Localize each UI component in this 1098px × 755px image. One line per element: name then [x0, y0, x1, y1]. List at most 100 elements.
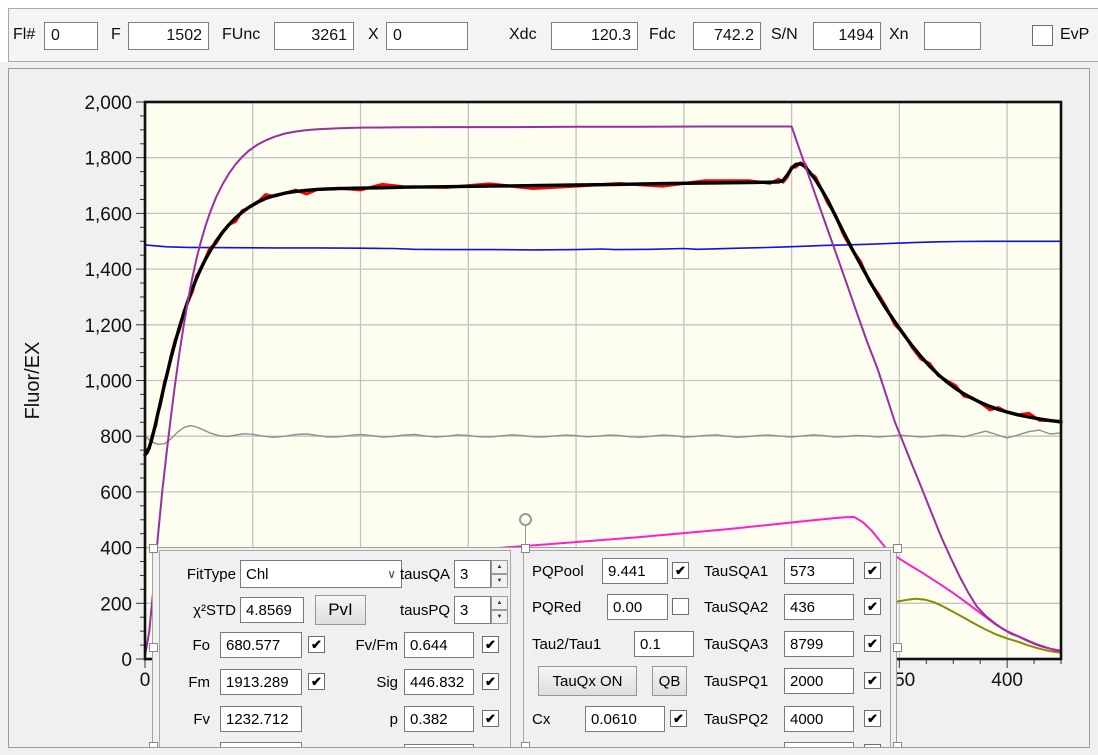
check-icon: ✔: [867, 598, 878, 614]
resize-handle-bottom-center[interactable]: [521, 742, 530, 747]
tausqa2-checkbox[interactable]: ✔: [864, 598, 881, 615]
fo-field[interactable]: 680.577: [220, 632, 302, 658]
resize-handle-middle-left[interactable]: [149, 643, 158, 652]
pqred-label: PQRed: [532, 598, 582, 616]
tauspq2-checkbox[interactable]: ✔: [864, 710, 881, 727]
sig-label: Sig: [376, 673, 398, 691]
tau2tau1-field[interactable]: 0.1: [634, 631, 694, 657]
tauspq2-field[interactable]: 4000: [784, 706, 854, 732]
y-tick-label: 1,200: [84, 316, 132, 337]
tauspq-field[interactable]: 3: [454, 596, 491, 624]
chart-panel: 05010015020025030035040002004006008001,0…: [8, 68, 1090, 748]
tausqa2-field[interactable]: 436: [784, 594, 854, 620]
y-tick-label: 1,400: [84, 260, 132, 281]
sn-field[interactable]: 1494: [813, 22, 881, 50]
pqpool-field[interactable]: 9.441: [602, 558, 668, 584]
pvi-button[interactable]: PvI: [315, 595, 366, 625]
fm-checkbox[interactable]: ✔: [308, 673, 325, 690]
tausqa3-label: TauSQA3: [704, 635, 769, 653]
func-field[interactable]: 3261: [274, 22, 354, 50]
check-icon: ✔: [867, 635, 878, 651]
rotation-handle-icon[interactable]: [519, 513, 532, 526]
fvfm-checkbox[interactable]: ✔: [482, 636, 499, 653]
f-field[interactable]: 1502: [128, 22, 209, 50]
tausqa-spin-down[interactable]: ▼: [491, 574, 508, 588]
pqred-field[interactable]: 0.00: [607, 594, 668, 620]
x-tick-label: 0: [140, 670, 151, 691]
tauspq-spin-down[interactable]: ▼: [491, 610, 508, 624]
tauspq-spin-up[interactable]: ▲: [491, 596, 508, 610]
fdc-field[interactable]: 742.2: [693, 22, 761, 50]
pqred-checkbox[interactable]: [672, 598, 689, 615]
clipped-field[interactable]: [404, 744, 474, 747]
pqpool-label: PQPool: [532, 562, 584, 580]
tausqa1-field[interactable]: 573: [784, 558, 854, 584]
tausqa-spin-up[interactable]: ▲: [491, 560, 508, 574]
pqpool-checkbox[interactable]: ✔: [672, 562, 689, 579]
resize-handle-bottom-right[interactable]: [893, 742, 902, 747]
y-tick-label: 800: [100, 427, 132, 448]
chi2-std-label: χ²STD: [193, 601, 236, 619]
xn-field[interactable]: [924, 22, 981, 50]
evp-checkbox[interactable]: [1032, 25, 1053, 46]
fo-checkbox[interactable]: ✔: [308, 636, 325, 653]
p-checkbox[interactable]: ✔: [482, 710, 499, 727]
fvfm-field[interactable]: 0.644: [404, 632, 474, 658]
tauspq1-checkbox[interactable]: ✔: [864, 672, 881, 689]
check-icon: ✔: [485, 710, 496, 726]
tausqa3-checkbox[interactable]: ✔: [864, 635, 881, 652]
check-icon: ✔: [485, 673, 496, 689]
check-icon: ✔: [311, 673, 322, 689]
check-icon: ✔: [311, 636, 322, 652]
x-label: X: [368, 26, 379, 43]
y-tick-label: 1,800: [84, 149, 132, 170]
fv-field[interactable]: 1232.712: [220, 706, 302, 732]
clipped-field[interactable]: [784, 742, 854, 747]
cx-checkbox[interactable]: ✔: [670, 710, 687, 727]
f-label: F: [111, 26, 121, 43]
xdc-field[interactable]: 120.3: [551, 22, 638, 50]
rotation-handle-stem: [525, 526, 526, 544]
p-field[interactable]: 0.382: [404, 706, 474, 732]
fit-group-left: FitType Chl ∨ tausQA 3 ▲ ▼ χ²STD 4.8569 …: [159, 550, 511, 747]
fit-parameters-panel[interactable]: FitType Chl ∨ tausQA 3 ▲ ▼ χ²STD 4.8569 …: [149, 513, 902, 747]
resize-handle-middle-right[interactable]: [893, 643, 902, 652]
chi2-std-field[interactable]: 4.8569: [240, 597, 304, 623]
x-field[interactable]: 0: [386, 22, 468, 50]
fvfm-label: Fv/Fm: [355, 636, 399, 654]
tausqa1-label: TauSQA1: [704, 562, 769, 580]
qb-button[interactable]: QB: [652, 666, 687, 696]
tauspq1-field[interactable]: 2000: [784, 668, 854, 694]
check-icon: ✔: [485, 636, 496, 652]
tausqa3-field[interactable]: 8799: [784, 631, 854, 657]
xn-label: Xn: [889, 26, 909, 43]
resize-handle-bottom-left[interactable]: [149, 742, 158, 747]
sig-field[interactable]: 446.832: [404, 669, 474, 695]
cx-label: Cx: [532, 710, 551, 728]
tausqa-field[interactable]: 3: [454, 560, 491, 588]
fittype-label: FitType: [186, 565, 236, 583]
clipped-field[interactable]: [220, 742, 302, 747]
fm-label: Fm: [188, 673, 210, 691]
fl-number-field[interactable]: 0: [44, 22, 98, 50]
resize-handle-top-left[interactable]: [149, 544, 158, 553]
y-tick-label: 1,000: [84, 372, 132, 393]
y-tick-label: 0: [121, 650, 132, 671]
fittype-value: Chl: [246, 565, 269, 583]
tauspq-label: tausPQ: [399, 601, 450, 619]
tau2tau1-label: Tau2/Tau1: [532, 635, 602, 653]
fittype-dropdown[interactable]: Chl ∨: [240, 560, 402, 588]
resize-handle-top-right[interactable]: [893, 544, 902, 553]
fm-field[interactable]: 1913.289: [220, 669, 302, 695]
cx-field[interactable]: 0.0610: [585, 706, 665, 732]
tausqa1-checkbox[interactable]: ✔: [864, 562, 881, 579]
spin-down-icon: ▼: [496, 578, 503, 584]
y-tick-label: 600: [100, 483, 132, 504]
y-tick-label: 1,600: [84, 204, 132, 225]
resize-handle-top-center[interactable]: [521, 544, 530, 553]
check-icon: ✔: [673, 710, 684, 726]
clipped-checkbox[interactable]: [864, 744, 881, 747]
tauqx-on-button[interactable]: TauQx ON: [538, 666, 637, 696]
sig-checkbox[interactable]: ✔: [482, 673, 499, 690]
